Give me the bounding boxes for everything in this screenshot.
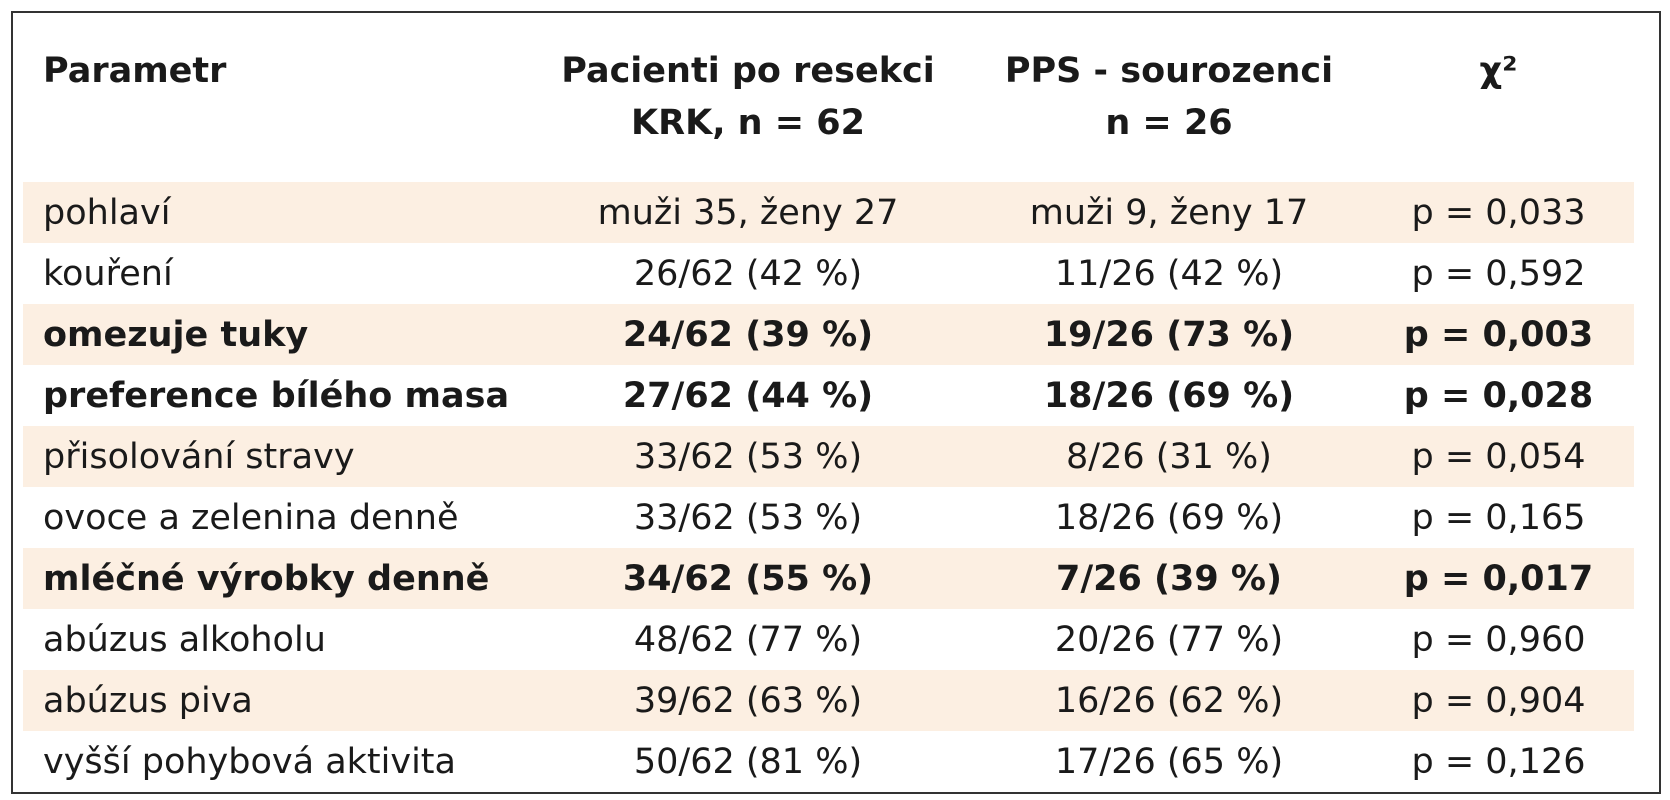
parameter-cell: přisolování stravy	[43, 436, 355, 477]
table-row: ovoce a zelenina denně 33/62 (53 %) 18/26 …	[23, 487, 1634, 548]
value-cell: 17/26 (65 %)	[1054, 741, 1284, 782]
header-cell: Parametr	[23, 23, 521, 182]
value-cell: 48/62 (77 %)	[633, 619, 863, 660]
value-cell: p = 0,904	[1411, 680, 1586, 721]
value-cell: 34/62 (55 %)	[622, 558, 874, 599]
value-cell: 26/62 (42 %)	[633, 253, 863, 294]
value-cell: muži 35, ženy 27	[597, 192, 899, 233]
value-cell: 18/26 (69 %)	[1043, 375, 1295, 416]
table-row: přisolování stravy 33/62 (53 %) 8/26 (31 %…	[23, 426, 1634, 487]
parameter-cell: mléčné výrobky denně	[43, 558, 490, 599]
value-cell: p = 0,592	[1411, 253, 1586, 294]
data-table: Parametr Pacienti po resekci KRK, n = 62 PP…	[23, 23, 1634, 792]
table-row: preference bílého masa 27/62 (44 %) 18/26 …	[23, 365, 1634, 426]
value-cell: 39/62 (63 %)	[633, 680, 863, 721]
header-text: Parametr	[43, 51, 227, 91]
value-cell: 8/26 (31 %)	[1066, 436, 1272, 477]
table-row: vyšší pohybová aktivita 50/62 (81 %) 17/26…	[23, 731, 1634, 792]
table-header: Parametr Pacienti po resekci KRK, n = 62 PP…	[23, 23, 1634, 182]
value-cell: 11/26 (42 %)	[1054, 253, 1284, 294]
table-row: pohlaví muži 35, ženy 27 muži 9, ženy 17 p …	[23, 182, 1634, 243]
value-cell: 16/26 (62 %)	[1054, 680, 1284, 721]
value-cell: p = 0,017	[1403, 558, 1594, 599]
header-cell: Pacienti po resekci KRK, n = 62	[521, 23, 975, 182]
table-frame: Parametr Pacienti po resekci KRK, n = 62 PP…	[11, 11, 1661, 794]
value-cell: p = 0,054	[1411, 436, 1586, 477]
value-cell: 50/62 (81 %)	[633, 741, 863, 782]
value-cell: p = 0,126	[1411, 741, 1586, 782]
parameter-cell: ovoce a zelenina denně	[43, 497, 459, 538]
header-text: χ²	[1479, 51, 1518, 91]
value-cell: p = 0,003	[1403, 314, 1594, 355]
value-cell: 24/62 (39 %)	[622, 314, 874, 355]
header-cell: χ²	[1363, 23, 1634, 182]
value-cell: 33/62 (53 %)	[633, 497, 863, 538]
value-cell: 7/26 (39 %)	[1056, 558, 1282, 599]
parameter-cell: abúzus alkoholu	[43, 619, 326, 660]
header-row: Parametr Pacienti po resekci KRK, n = 62 PP…	[23, 23, 1634, 182]
header-text: n = 26	[1105, 103, 1233, 143]
header-text: KRK, n = 62	[631, 103, 865, 143]
value-cell: 27/62 (44 %)	[622, 375, 874, 416]
parameter-cell: omezuje tuky	[43, 314, 309, 355]
parameter-cell: vyšší pohybová aktivita	[43, 741, 456, 782]
parameter-cell: abúzus piva	[43, 680, 253, 721]
value-cell: 18/26 (69 %)	[1054, 497, 1284, 538]
table-row: kouření 26/62 (42 %) 11/26 (42 %) p = 0,592	[23, 243, 1634, 304]
value-cell: p = 0,033	[1411, 192, 1586, 233]
table-row: abúzus piva 39/62 (63 %) 16/26 (62 %) p = 0…	[23, 670, 1634, 731]
value-cell: p = 0,960	[1411, 619, 1586, 660]
header-text: PPS - sourozenci	[1004, 51, 1334, 91]
header-text: Pacienti po resekci	[561, 51, 935, 91]
value-cell: 20/26 (77 %)	[1054, 619, 1284, 660]
value-cell: muži 9, ženy 17	[1029, 192, 1309, 233]
value-cell: 33/62 (53 %)	[633, 436, 863, 477]
table-body: pohlaví muži 35, ženy 27 muži 9, ženy 17 p …	[23, 182, 1634, 792]
value-cell: 19/26 (73 %)	[1043, 314, 1295, 355]
table-row: mléčné výrobky denně 34/62 (55 %) 7/26 (39…	[23, 548, 1634, 609]
table-row: omezuje tuky 24/62 (39 %) 19/26 (73 %) p = …	[23, 304, 1634, 365]
value-cell: p = 0,028	[1403, 375, 1594, 416]
value-cell: p = 0,165	[1411, 497, 1586, 538]
header-cell: PPS - sourozenci n = 26	[975, 23, 1363, 182]
parameter-cell: kouření	[43, 253, 173, 294]
parameter-cell: pohlaví	[43, 192, 171, 233]
parameter-cell: preference bílého masa	[43, 375, 510, 416]
table-row: abúzus alkoholu 48/62 (77 %) 20/26 (77 %) p…	[23, 609, 1634, 670]
